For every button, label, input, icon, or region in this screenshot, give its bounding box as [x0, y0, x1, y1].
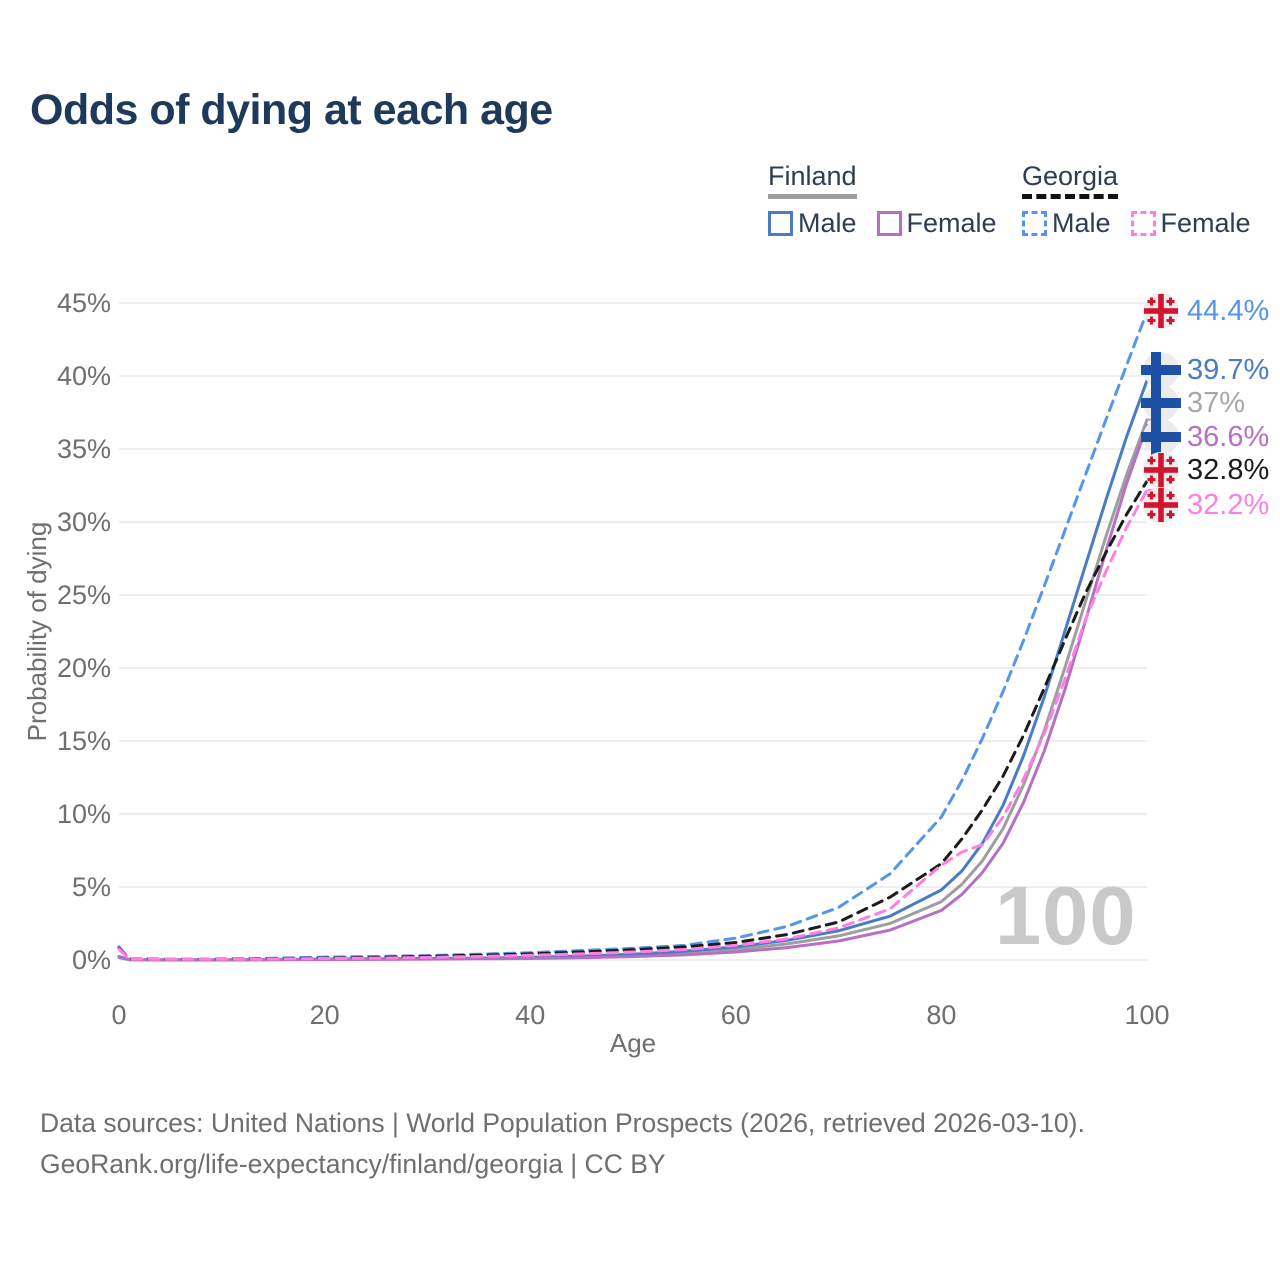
legend-group-georgia: Georgia Male Female: [1022, 160, 1251, 239]
x-tick-60: 60: [721, 1000, 751, 1030]
finland-male-swatch: [768, 211, 793, 237]
end-label-value: 39.7%: [1187, 353, 1270, 386]
series-line-georgia_male: [117, 310, 1149, 961]
legend-items-finland: Male Female: [768, 208, 997, 239]
y-tick-40%: 40%: [57, 361, 111, 391]
x-tick-100: 100: [1124, 1000, 1169, 1030]
legend-label-finland-female: Female: [906, 208, 997, 239]
legend-label-georgia-male: Male: [1052, 208, 1111, 239]
series-line-georgia_female: [117, 488, 1149, 961]
end-label-value: 32.2%: [1187, 488, 1270, 521]
end-label-finland_male: 39.7%: [1141, 350, 1269, 390]
legend-items-georgia: Male Female: [1022, 208, 1251, 239]
legend-country-georgia: Georgia: [1022, 160, 1119, 200]
x-tick-80: 80: [926, 1000, 956, 1030]
finland-female-swatch: [876, 211, 902, 237]
y-tick-5%: 5%: [72, 872, 111, 902]
legend-label-finland-male: Male: [798, 208, 857, 239]
y-tick-25%: 25%: [57, 580, 111, 610]
legend-label-georgia-female: Female: [1160, 208, 1251, 239]
finland-flag-icon: [1141, 352, 1181, 388]
georgia-flag-icon: [1143, 452, 1179, 488]
legend-item-georgia-male: Male: [1022, 208, 1111, 239]
legend-group-finland: Finland Male Female: [768, 160, 997, 239]
y-tick-20%: 20%: [57, 653, 111, 683]
footer-data-sources: Data sources: United Nations | World Pop…: [40, 1108, 1085, 1138]
end-label-value: 37%: [1187, 386, 1246, 419]
y-axis-title: Probability of dying: [22, 522, 52, 742]
y-tick-45%: 45%: [57, 288, 111, 318]
finland-flag-icon: [1141, 385, 1181, 421]
end-label-georgia_male: 44.4%: [1141, 291, 1269, 331]
legend-item-finland-male: Male: [768, 208, 857, 239]
end-label-value: 44.4%: [1187, 294, 1270, 327]
georgia-flag-icon: [1143, 487, 1179, 523]
series-line-finland_male: [117, 378, 1149, 962]
end-label-value: 32.8%: [1187, 453, 1270, 486]
x-tick-0: 0: [111, 1000, 126, 1030]
footer-attribution: GeoRank.org/life-expectancy/finland/geor…: [40, 1149, 666, 1179]
end-label-finland_both: 37%: [1141, 383, 1245, 423]
series-line-finland_both: [117, 418, 1149, 962]
finland-flag-icon: [1141, 419, 1181, 455]
legend-item-finland-female: Female: [876, 208, 997, 239]
georgia-male-swatch: [1022, 211, 1047, 237]
georgia-female-swatch: [1130, 211, 1156, 237]
page-title: Odds of dying at each age: [30, 86, 553, 134]
watermark-age-100: 100: [995, 869, 1137, 962]
y-tick-10%: 10%: [57, 799, 111, 829]
x-tick-20: 20: [310, 1000, 340, 1030]
y-tick-30%: 30%: [57, 507, 111, 537]
y-tick-0%: 0%: [72, 945, 111, 975]
legend-country-finland: Finland: [768, 160, 857, 200]
x-axis-title: Age: [610, 1028, 656, 1058]
series-line-georgia_both: [117, 479, 1149, 961]
y-tick-15%: 15%: [57, 726, 111, 756]
legend-item-georgia-female: Female: [1130, 208, 1251, 239]
end-label-georgia_female: 32.2%: [1141, 485, 1269, 525]
end-label-finland_female: 36.6%: [1141, 417, 1269, 457]
end-label-georgia_both: 32.8%: [1141, 450, 1269, 490]
georgia-flag-icon: [1143, 293, 1179, 329]
series-line-finland_female: [117, 424, 1149, 962]
x-tick-40: 40: [515, 1000, 545, 1030]
end-label-value: 36.6%: [1187, 420, 1270, 453]
y-tick-35%: 35%: [57, 434, 111, 464]
